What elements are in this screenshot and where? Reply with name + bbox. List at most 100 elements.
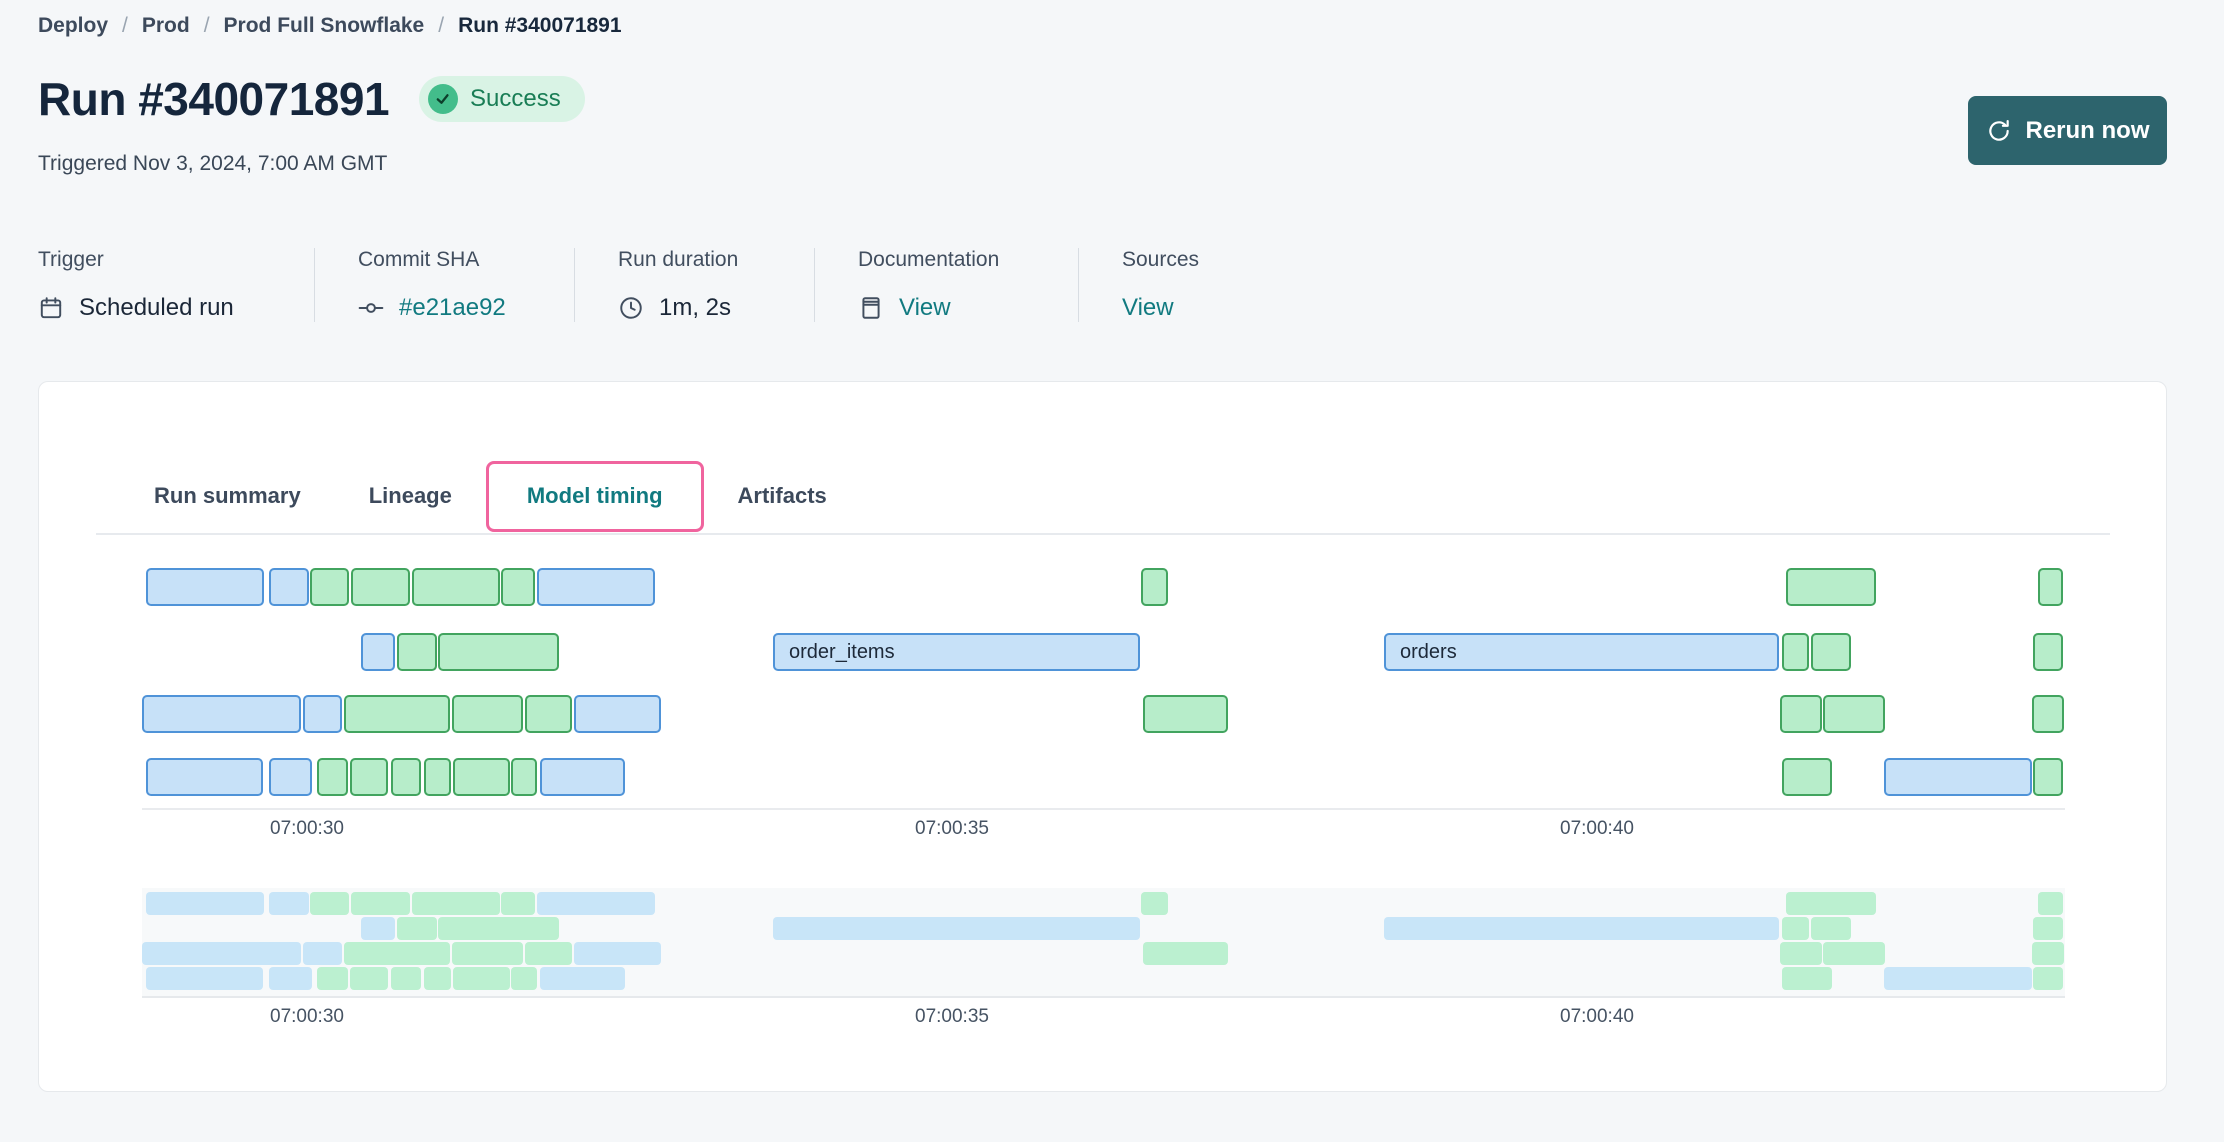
breadcrumb-deploy[interactable]: Deploy — [38, 14, 109, 37]
timing-bar-order_items — [773, 917, 1140, 940]
timing-bar — [537, 892, 655, 915]
documentation-view-link[interactable]: View — [899, 294, 951, 321]
minimap-brush[interactable] — [142, 888, 2065, 998]
calendar-icon — [38, 295, 64, 321]
timing-bar[interactable] — [574, 695, 661, 733]
timing-bar[interactable] — [424, 758, 451, 796]
timing-bar — [540, 967, 625, 990]
tab-model-timing[interactable]: Model timing — [485, 460, 704, 532]
timing-bar[interactable] — [142, 695, 301, 733]
timing-bar — [412, 892, 500, 915]
timing-bar[interactable] — [1782, 758, 1832, 796]
timing-bar[interactable] — [452, 695, 523, 733]
tab-run-summary[interactable]: Run summary — [154, 483, 301, 508]
breadcrumb: Deploy / Prod / Prod Full Snowflake / Ru… — [38, 14, 622, 38]
timing-bar — [310, 892, 349, 915]
timing-bar[interactable] — [1141, 568, 1168, 606]
timing-bar[interactable] — [269, 568, 309, 606]
timing-bar — [1782, 917, 1809, 940]
rerun-now-label: Rerun now — [2025, 116, 2150, 144]
tab-artifacts[interactable]: Artifacts — [737, 483, 827, 508]
meta-label: Trigger — [38, 248, 104, 271]
axis-tick-label: 07:00:35 — [915, 1006, 989, 1027]
refresh-icon — [1986, 118, 2012, 144]
timing-bar — [511, 967, 537, 990]
timing-bar[interactable] — [412, 568, 500, 606]
timing-bar[interactable] — [540, 758, 625, 796]
timing-bar[interactable] — [2033, 633, 2063, 671]
timing-bar — [1884, 967, 2032, 990]
timing-bar[interactable] — [1786, 568, 1876, 606]
timing-bar[interactable] — [303, 695, 342, 733]
timing-bar[interactable] — [146, 758, 263, 796]
timing-bar — [2033, 917, 2063, 940]
timing-bar — [1823, 942, 1885, 965]
run-duration-value: 1m, 2s — [659, 294, 732, 321]
timing-bar — [1786, 892, 1876, 915]
timing-bar[interactable] — [397, 633, 437, 671]
timing-bar — [269, 967, 312, 990]
timing-bar[interactable] — [1884, 758, 2032, 796]
run-meta-row: Trigger Scheduled run Commit SHA #e21ae9… — [38, 248, 1199, 322]
timing-bar[interactable] — [2038, 568, 2063, 606]
sources-view-link[interactable]: View — [1122, 294, 1174, 321]
timing-bar[interactable] — [525, 695, 572, 733]
timing-bar[interactable] — [310, 568, 349, 606]
page-title: Run #340071891 — [38, 73, 390, 125]
timing-bar[interactable] — [391, 758, 421, 796]
tab-bar: Run summary Lineage Model timing Artifac… — [120, 458, 861, 534]
breadcrumb-separator: / — [203, 14, 210, 37]
timing-bar[interactable] — [1143, 695, 1228, 733]
timing-bar — [1141, 892, 1168, 915]
status-badge-label: Success — [470, 85, 561, 112]
timing-bar — [269, 892, 309, 915]
timing-bar[interactable] — [361, 633, 395, 671]
timing-bar[interactable] — [2033, 758, 2063, 796]
header: Run #340071891 Success — [38, 72, 585, 126]
commit-sha-link[interactable]: #e21ae92 — [399, 294, 506, 321]
model-timing-chart: order_items orders — [142, 568, 2065, 810]
axis-tick-label: 07:00:30 — [270, 1006, 344, 1027]
timing-bar — [317, 967, 348, 990]
tabs-divider — [96, 533, 2110, 535]
axis-tick-label: 07:00:35 — [915, 818, 989, 839]
meta-trigger: Trigger Scheduled run — [38, 248, 315, 322]
timing-bar[interactable] — [351, 568, 410, 606]
timing-bar — [2033, 967, 2063, 990]
tab-lineage[interactable]: Lineage — [368, 483, 452, 508]
timing-bar — [453, 967, 510, 990]
timing-bar — [452, 942, 523, 965]
timing-bar[interactable] — [269, 758, 312, 796]
rerun-now-button[interactable]: Rerun now — [1968, 96, 2167, 165]
timing-bar[interactable] — [537, 568, 655, 606]
timing-bar[interactable] — [317, 758, 348, 796]
timing-bar[interactable] — [2032, 695, 2064, 733]
timing-bar[interactable] — [146, 568, 264, 606]
timing-bar[interactable] — [453, 758, 510, 796]
timing-bar[interactable] — [1811, 633, 1851, 671]
timing-bar-label: orders — [1400, 640, 1457, 663]
axis-tick-label: 07:00:40 — [1560, 818, 1634, 839]
timing-bar[interactable] — [344, 695, 450, 733]
timing-bar[interactable] — [438, 633, 559, 671]
timing-bar-order_items[interactable]: order_items — [773, 633, 1140, 671]
timing-bar — [391, 967, 421, 990]
meta-label: Run duration — [618, 248, 739, 271]
timing-bar[interactable] — [1780, 695, 1822, 733]
breadcrumb-current-run: Run #340071891 — [458, 14, 622, 37]
meta-label: Commit SHA — [358, 248, 480, 271]
timing-bar[interactable] — [1782, 633, 1809, 671]
timing-bar[interactable] — [501, 568, 535, 606]
timing-bar[interactable] — [350, 758, 388, 796]
breadcrumb-separator: / — [438, 14, 445, 37]
timing-bar[interactable] — [511, 758, 537, 796]
status-badge: Success — [419, 76, 585, 122]
timing-bar-orders[interactable]: orders — [1384, 633, 1779, 671]
meta-run-duration: Run duration 1m, 2s — [618, 248, 815, 322]
axis-tick-label: 07:00:30 — [270, 818, 344, 839]
breadcrumb-prod[interactable]: Prod — [141, 14, 190, 37]
timing-bar — [146, 892, 264, 915]
breadcrumb-environment[interactable]: Prod Full Snowflake — [223, 14, 425, 37]
timing-bar[interactable] — [1823, 695, 1885, 733]
